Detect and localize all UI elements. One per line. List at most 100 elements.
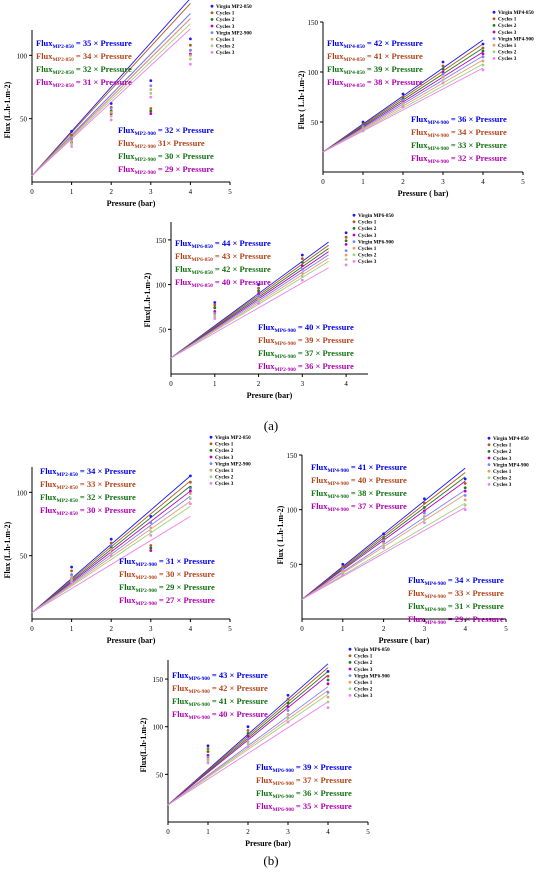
equation-coefficient: = 37 × Pressure	[296, 775, 352, 785]
panel-label-a: (a)	[264, 418, 278, 433]
equation-eq_top-1: FluxMP4-850 = 42 × Pressure	[327, 38, 423, 50]
equation-coefficient: = 35 × Pressure	[296, 801, 352, 811]
data-point-series-4	[423, 509, 426, 513]
legend-entry: Cycles 1	[358, 220, 377, 226]
equation-eq_top-3: FluxMP6-850 = 42 × Pressure	[175, 264, 271, 276]
equation-eq_bottom-1: FluxMP4-900 = 34 × Pressure	[408, 575, 504, 587]
data-point-series-8	[206, 761, 210, 765]
legend-marker	[352, 246, 356, 250]
data-point-series-5	[463, 494, 467, 497]
flux-word: Flux	[408, 575, 425, 585]
x-tick-label: 5	[366, 828, 370, 836]
legend-entry: Virgin MP6-900	[354, 673, 390, 679]
flux-word: Flux	[40, 505, 57, 515]
equation-eq_bottom-3: FluxMP6-900 = 36 × Pressure	[256, 788, 352, 800]
data-point-series-7	[344, 258, 348, 261]
x-tick-label: 1	[206, 828, 210, 836]
flux-word: Flux	[327, 77, 344, 87]
flux-word: Flux	[311, 501, 328, 511]
panel-label-b: (b)	[263, 853, 278, 868]
equation-subscript: MP2-850	[53, 44, 75, 50]
equation-subscript: MP6-900	[189, 676, 211, 682]
legend-marker	[492, 24, 496, 27]
equation-subscript: MP4-900	[328, 481, 350, 487]
data-point-series-7	[463, 503, 467, 507]
fit-line-series-8	[167, 701, 329, 806]
legend-entry: Cycles 2	[358, 226, 377, 232]
data-point-series-7	[189, 57, 192, 61]
y-axis-label: Flux(L.h-1.m-2)	[139, 717, 148, 772]
y-tick-label: 50	[20, 116, 28, 124]
legend-marker	[348, 694, 352, 697]
legend-marker	[209, 455, 213, 459]
legend-marker	[487, 469, 491, 473]
legend-entry: Cycles 2	[493, 449, 512, 455]
x-tick-label: 3	[149, 188, 153, 196]
equation-subscript: MP2-850	[57, 498, 79, 504]
y-tick-label: 50	[156, 771, 164, 779]
legend-entry: Cycles 1	[354, 680, 373, 686]
equation-eq_top-4: FluxMP6-850 = 40 × Pressure	[175, 277, 271, 289]
equation-eq_top-1: FluxMP2-850 = 35 × Pressure	[36, 38, 132, 50]
data-point-series-8	[341, 573, 345, 577]
equation-subscript: MP4-900	[425, 594, 447, 600]
x-tick-label: 2	[257, 380, 261, 388]
fit-line-series-5	[31, 13, 191, 176]
legend-marker	[492, 17, 496, 21]
equation-subscript: MP4-900	[425, 581, 447, 587]
data-point-series-7	[109, 551, 113, 555]
flux-word: Flux	[258, 361, 275, 371]
flux-word: Flux	[119, 569, 136, 579]
flux-word: Flux	[175, 251, 192, 261]
data-point-series-1	[206, 744, 210, 748]
y-tick-label: 100	[17, 52, 28, 60]
flux-word: Flux	[36, 64, 53, 74]
data-point-series-1	[109, 537, 113, 541]
equation-eq_top-4: FluxMP2-850 = 30 × Pressure	[40, 505, 136, 517]
data-point-series-4	[189, 489, 192, 493]
equation-eq_bottom-4: FluxMP2-900 = 27 × Pressure	[119, 595, 215, 607]
data-point-series-1	[300, 253, 304, 257]
flux-word: Flux	[172, 683, 189, 693]
fit-line-series-7	[31, 505, 191, 614]
y-tick-label: 100	[17, 489, 28, 497]
flux-word: Flux	[119, 582, 136, 592]
equation-subscript: MP4-900	[428, 146, 450, 152]
legend-entry: Virgin MP6-850	[354, 647, 390, 653]
x-tick-label: 1	[70, 188, 74, 196]
legend-marker	[348, 647, 352, 651]
data-point-series-5	[149, 521, 153, 525]
data-point-series-1	[70, 565, 73, 569]
legend-marker	[352, 213, 356, 217]
equation-coefficient: = 34 × Pressure	[448, 575, 504, 585]
legend-marker	[210, 31, 214, 34]
data-point-series-1	[463, 477, 467, 481]
y-tick-label: 50	[311, 119, 319, 127]
data-point-series-6	[344, 253, 348, 257]
flux-word: Flux	[411, 114, 428, 124]
x-tick-label: 1	[341, 625, 345, 633]
legend-marker	[348, 674, 352, 677]
data-point-series-1	[189, 474, 192, 478]
y-axis-label: Flux ( L.h-1.m-2)	[276, 505, 285, 564]
equation-subscript: MP4-900	[425, 620, 447, 626]
equation-subscript: MP4-900	[425, 607, 447, 613]
equation-coefficient: = 43 × Pressure	[212, 670, 268, 680]
data-point-series-8	[441, 81, 445, 85]
equation-subscript: MP4-850	[344, 70, 366, 76]
equation-eq_top-1: FluxMP6-850 = 44 × Pressure	[175, 238, 271, 250]
flux-word: Flux	[40, 492, 57, 502]
equation-subscript: MP6-900	[273, 807, 295, 813]
equation-coefficient: = 34 × Pressure	[80, 466, 136, 476]
data-point-series-7	[300, 275, 304, 278]
data-point-series-6	[149, 526, 153, 530]
data-point-series-6	[109, 110, 113, 114]
equation-subscript: MP4-850	[344, 83, 366, 89]
legend-marker	[210, 11, 214, 15]
data-point-series-8	[344, 263, 348, 267]
flux-word: Flux	[256, 775, 273, 785]
x-tick-label: 4	[481, 178, 485, 186]
flux-word: Flux	[311, 462, 328, 472]
data-point-series-3	[149, 546, 153, 550]
flux-word: Flux	[175, 238, 192, 248]
